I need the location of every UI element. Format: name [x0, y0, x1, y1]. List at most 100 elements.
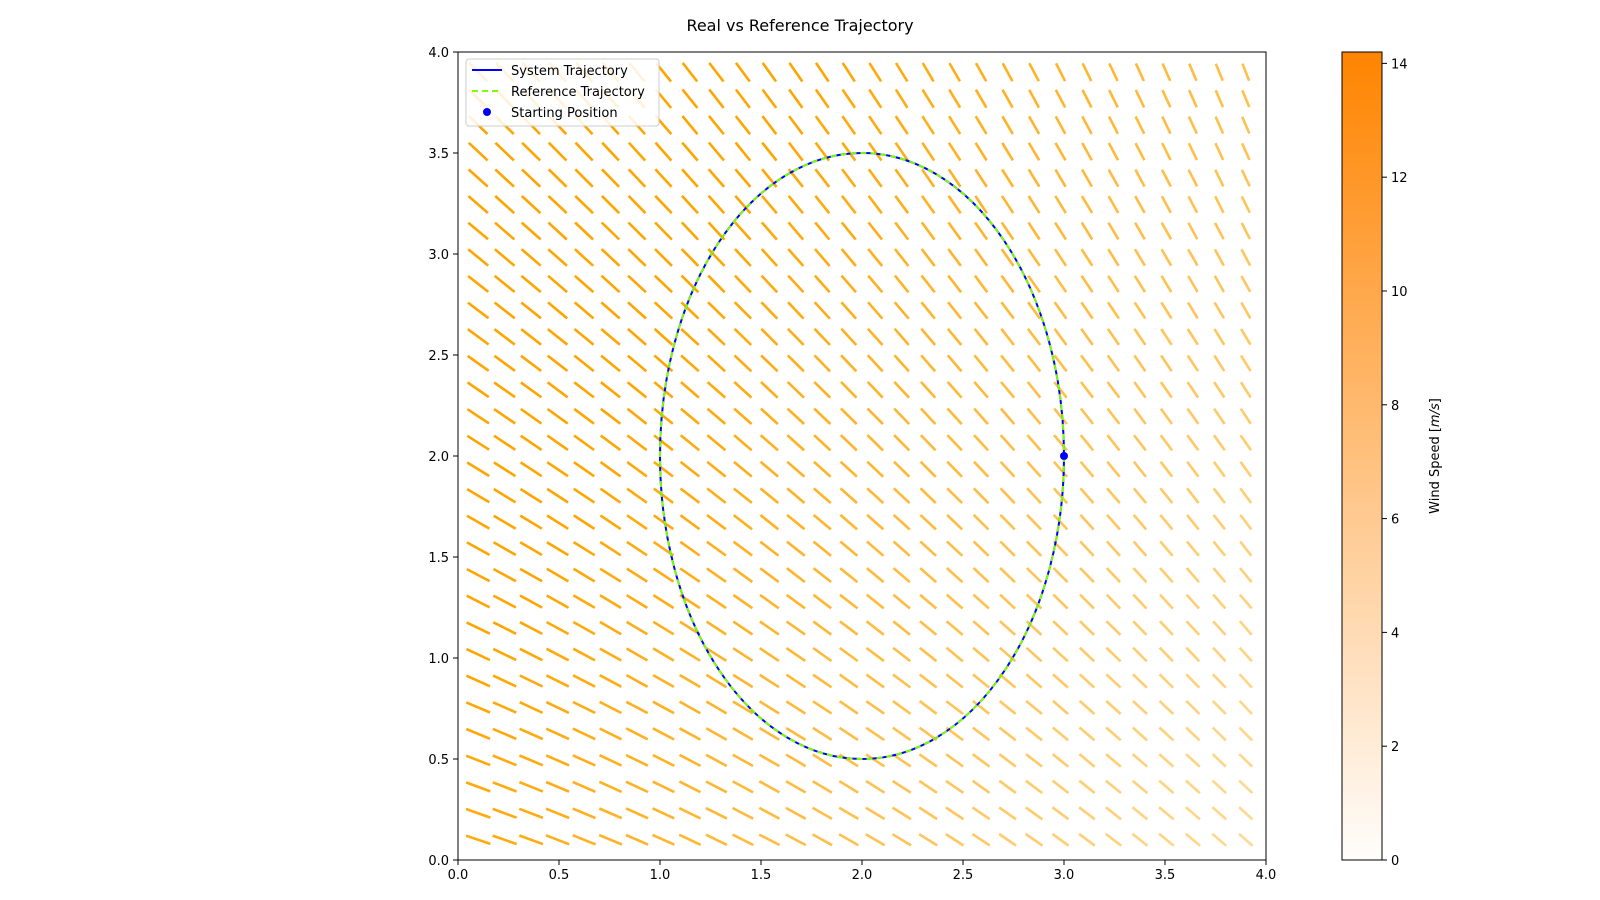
wind-arrow [492, 674, 517, 688]
wind-arrow [1158, 673, 1175, 689]
wind-arrow [1132, 699, 1148, 715]
wind-arrow [626, 540, 648, 557]
colorbar-ticks: 0 2 4 6 8 10 12 14 [1382, 57, 1408, 869]
wind-arrow [626, 381, 648, 399]
wind-arrow [1214, 195, 1225, 214]
wind-arrow [1239, 461, 1253, 478]
colorbar-tick-label: 14 [1391, 57, 1408, 72]
wind-arrow [761, 115, 778, 135]
wind-arrow [599, 434, 622, 452]
wind-arrow [760, 274, 779, 294]
wind-arrow [1079, 513, 1095, 531]
wind-arrow [919, 540, 937, 557]
wind-arrow [865, 779, 886, 794]
wind-arrow [893, 274, 910, 294]
wind-arrow [892, 726, 912, 742]
wind-arrow [919, 593, 938, 610]
wind-arrow [1158, 726, 1175, 742]
wind-arrow [681, 115, 699, 136]
wind-arrow [680, 327, 700, 346]
wind-arrow [759, 647, 780, 662]
wind-arrow [599, 647, 622, 662]
wind-arrow [681, 168, 699, 188]
wind-arrow [1107, 115, 1120, 135]
wind-arrow [812, 567, 832, 584]
wind-arrow [865, 753, 886, 768]
wind-arrow [1238, 779, 1254, 795]
wind-arrow [601, 168, 621, 188]
wind-arrow [1052, 567, 1069, 584]
wind-arrow [678, 833, 702, 846]
wind-arrow [519, 674, 544, 688]
wind-arrow [1078, 673, 1096, 689]
wind-arrow [465, 701, 491, 714]
wind-arrow [678, 780, 702, 794]
wind-arrow [948, 88, 962, 109]
wind-arrow [867, 274, 884, 294]
wind-arrow [812, 726, 833, 741]
wind-arrow [1185, 593, 1201, 610]
wind-arrow [599, 620, 622, 636]
wind-arrow [758, 700, 780, 715]
wind-arrow [894, 195, 910, 214]
wind-arrow [678, 753, 702, 768]
wind-arrow [573, 327, 595, 346]
wind-arrow [1078, 832, 1096, 847]
wind-arrow [572, 833, 597, 846]
wind-arrow [734, 248, 752, 267]
wind-arrow [866, 434, 884, 452]
wind-arrow [998, 699, 1017, 715]
wind-arrow [947, 168, 962, 188]
wind-arrow [574, 221, 594, 241]
wind-arrow [1212, 514, 1227, 531]
wind-arrow [1160, 328, 1173, 346]
wind-arrow [653, 327, 674, 346]
wind-arrow [892, 540, 911, 557]
wind-arrow [652, 753, 675, 767]
wind-arrow [733, 354, 753, 373]
wind-arrow [786, 567, 806, 584]
wind-arrow [814, 62, 830, 83]
wind-arrow [946, 460, 963, 478]
wind-arrow [1238, 620, 1253, 636]
wind-arrow [519, 567, 543, 583]
wind-arrow [918, 753, 938, 768]
y-tick-label: 2.0 [428, 450, 449, 465]
wind-arrow [892, 487, 911, 505]
wind-arrow [572, 780, 596, 793]
wind-arrow [1026, 513, 1043, 531]
wind-arrow [492, 621, 517, 635]
wind-arrow [973, 434, 990, 452]
wind-arrow [945, 567, 964, 584]
wind-arrow [1214, 142, 1225, 161]
wind-arrow [759, 593, 780, 610]
wind-arrow [1027, 221, 1041, 241]
wind-arrow [494, 221, 516, 241]
wind-arrow [1131, 806, 1149, 821]
wind-arrow [1213, 328, 1226, 346]
wind-arrow [1080, 354, 1094, 373]
wind-arrow [1078, 806, 1096, 821]
wind-arrow [1079, 434, 1095, 452]
wind-arrow [1105, 726, 1122, 742]
wind-arrow [465, 807, 491, 819]
wind-arrow [1211, 753, 1227, 768]
wind-arrow [520, 221, 542, 241]
wind-arrow [1107, 222, 1120, 241]
wind-arrow [732, 726, 754, 741]
wind-arrow [520, 328, 542, 346]
wind-arrow [680, 248, 700, 267]
wind-arrow [812, 780, 833, 794]
wind-arrow [734, 194, 752, 215]
wind-arrow [919, 460, 937, 478]
wind-arrow [760, 407, 779, 425]
wind-arrow [706, 567, 727, 583]
wind-arrow [838, 753, 859, 768]
wind-arrow [759, 567, 780, 583]
wind-arrow [945, 779, 965, 794]
wind-arrow [972, 699, 991, 715]
wind-arrow [1079, 460, 1095, 478]
wind-arrow [1001, 62, 1014, 82]
wind-arrow [1240, 222, 1252, 240]
wind-arrow [998, 779, 1017, 794]
